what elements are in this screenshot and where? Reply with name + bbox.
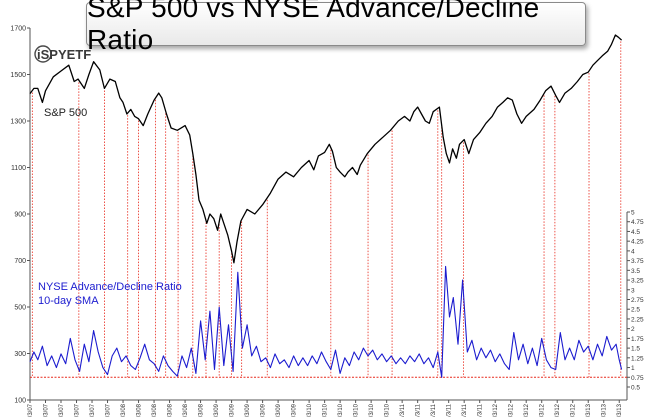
x-tick-label: 5/3/08: [152, 403, 158, 417]
x-tick-label: 1/3/10: [307, 403, 313, 417]
x-tick-label: 3/3/08: [137, 403, 143, 417]
right-tick-label: 4.25: [631, 239, 644, 246]
x-tick-label: 11/3/12: [571, 403, 577, 417]
x-tick-label: 1/3/12: [493, 403, 499, 417]
x-tick-label: 7/3/10: [354, 403, 360, 417]
x-tick-label: 3/3/09: [230, 403, 236, 417]
vertical-markers: [31, 41, 622, 378]
right-tick-label: 2: [631, 326, 635, 333]
sp500-line: [29, 34, 623, 264]
x-tick-label: 3/3/07: [44, 403, 50, 417]
x-tick-label: 7/3/09: [261, 403, 267, 417]
x-tick-label: 7/3/07: [75, 403, 81, 417]
x-tick-label: 5/3/10: [338, 403, 344, 417]
x-tick-label: 11/3/08: [199, 403, 205, 417]
x-tick-label: 5/3/07: [59, 403, 65, 417]
x-tick-label: 5/3/09: [245, 403, 251, 417]
right-tick-label: 1: [631, 365, 635, 372]
ispyetf-logo: iSPYETF: [34, 45, 91, 63]
right-tick-label: 2.75: [631, 297, 644, 304]
x-tick-label: 1/3/08: [121, 403, 127, 417]
x-tick-label: 11/3/09: [292, 403, 298, 417]
chart-title: S&P 500 vs NYSE Advance/Decline Ratio: [87, 0, 540, 55]
right-tick-label: 1.5: [631, 346, 640, 353]
right-tick-label: 4.75: [631, 219, 644, 226]
x-tick-label: 1/3/09: [214, 403, 220, 417]
right-tick-label: 2.25: [631, 316, 644, 323]
left-tick-label: 1300: [10, 119, 26, 126]
sp500-series-label: S&P 500: [44, 107, 87, 119]
x-tick-label: 9/3/10: [369, 403, 375, 417]
right-tick-label: 5: [631, 210, 635, 217]
x-tick-label: 7/3/11: [447, 403, 453, 417]
x-tick-label: 11/3/11: [478, 403, 484, 417]
ad-ratio-line: [29, 265, 623, 378]
x-tick-label: 5/3/11: [431, 403, 437, 417]
ad-series-label-line2: 10-day SMA: [38, 295, 99, 307]
logo-text: iSPYETF: [37, 47, 91, 62]
x-tick-label: 5/3/12: [524, 403, 530, 417]
x-tick-label: 9/3/08: [183, 403, 189, 417]
right-tick-label: 1.75: [631, 336, 644, 343]
x-tick-label: 1/3/11: [400, 403, 406, 417]
x-tick-label: 7/3/08: [168, 403, 174, 417]
left-tick-label: 700: [14, 258, 26, 265]
right-tick-label: 3.25: [631, 278, 644, 285]
ad-series-label-line1: NYSE Advance/Decline Ratio: [38, 281, 182, 293]
left-tick-label: 500: [14, 305, 26, 312]
right-tick-label: 0.5: [631, 385, 640, 392]
left-tick-label: 1500: [10, 72, 26, 79]
right-tick-label: 4: [631, 248, 635, 255]
x-tick-label: 3/3/10: [323, 403, 329, 417]
x-tick-label: 7/3/12: [540, 403, 546, 417]
x-tick-label: 1/3/07: [28, 403, 34, 417]
left-tick-label: 900: [14, 212, 26, 219]
series-layer: [29, 34, 623, 378]
right-tick-label: 3.5: [631, 268, 640, 275]
left-tick-label: 1100: [11, 165, 26, 172]
left-tick-label: 300: [14, 351, 26, 358]
x-tick-label: 11/3/10: [385, 403, 391, 417]
right-tick-label: 2.5: [631, 307, 640, 314]
x-tick-label: 11/3/07: [106, 403, 112, 417]
x-tick-label: 9/3/09: [276, 403, 282, 417]
right-tick-label: 4.5: [631, 229, 640, 236]
chart-title-box: S&P 500 vs NYSE Advance/Decline Ratio: [86, 0, 586, 55]
right-tick-label: 3.75: [631, 258, 644, 265]
x-tick-label: 9/3/07: [90, 403, 96, 417]
left-tick-label: 100: [14, 398, 26, 405]
x-tick-label: 3/3/12: [509, 403, 515, 417]
x-tick-label: 5/3/13: [617, 403, 623, 417]
left-tick-label: 1700: [10, 26, 26, 33]
x-tick-label: 3/3/11: [416, 403, 422, 417]
x-tick-label: 9/3/12: [555, 403, 561, 417]
right-tick-label: 1.25: [631, 355, 644, 362]
axes-layer: 10030050070090011001300150017000.50.7511…: [10, 26, 644, 417]
x-tick-label: 9/3/11: [462, 403, 468, 417]
right-tick-label: 0.75: [631, 375, 644, 382]
x-tick-label: 3/3/13: [602, 403, 608, 417]
x-tick-label: 1/3/13: [586, 403, 592, 417]
right-tick-label: 3: [631, 287, 635, 294]
